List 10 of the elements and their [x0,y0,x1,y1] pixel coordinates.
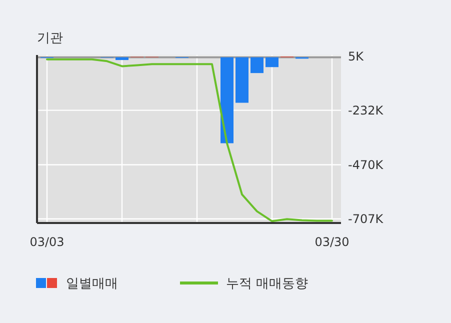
legend-label: 일별매매 [66,276,118,292]
y-tick-label: -470K [348,158,384,172]
chart-title: 기관 [37,31,63,46]
x-tick-label: 03/03 [30,235,64,249]
y-tick-label: -707K [348,212,384,226]
legend-label: 누적 매매동향 [226,276,308,292]
line-series [46,58,333,222]
x-tick-label: 03/30 [314,235,350,249]
y-tick-label: -232K [348,104,384,118]
y-tick-label: 5K [348,49,365,64]
